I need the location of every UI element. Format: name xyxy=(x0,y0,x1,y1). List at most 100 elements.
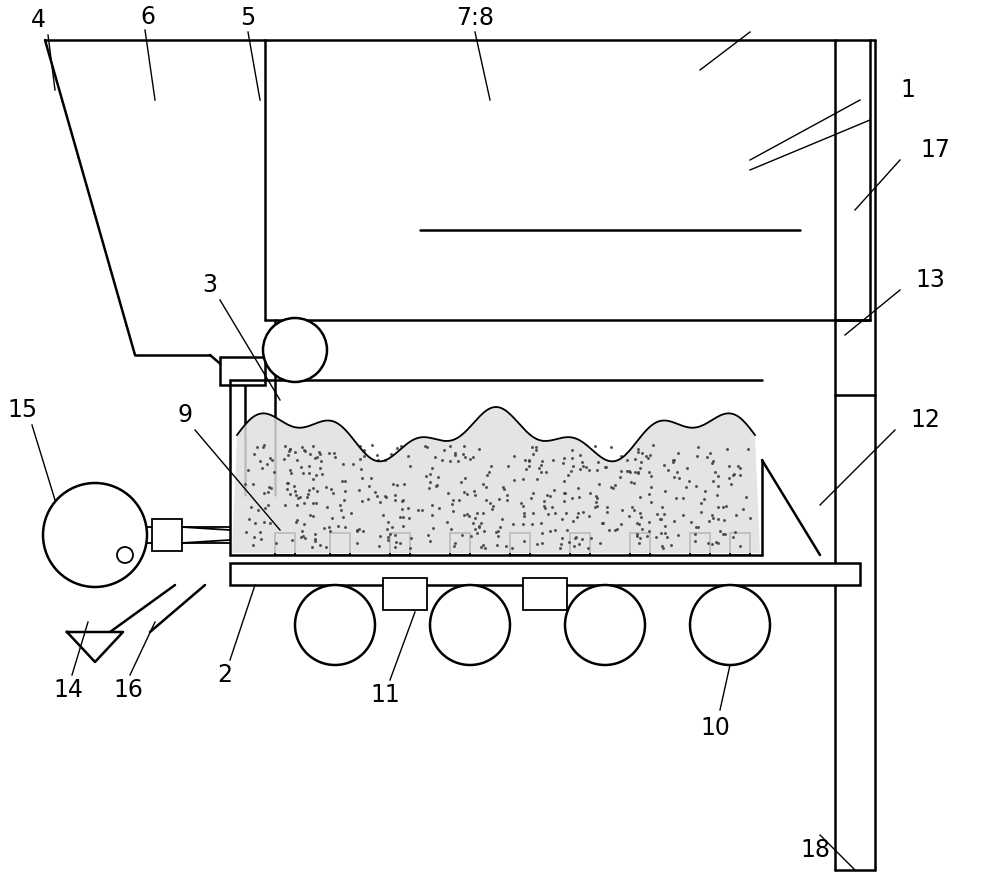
Point xyxy=(262,451,278,465)
Point xyxy=(245,477,261,491)
Point xyxy=(292,490,308,505)
Point xyxy=(456,439,472,453)
Text: 3: 3 xyxy=(203,273,218,297)
Bar xyxy=(152,519,182,551)
Point xyxy=(738,490,754,504)
Point xyxy=(574,532,590,546)
Point xyxy=(393,439,409,453)
Point xyxy=(245,538,261,552)
Point xyxy=(395,510,411,524)
Point xyxy=(583,530,599,545)
Point xyxy=(389,478,405,492)
Point xyxy=(336,492,352,506)
Point xyxy=(681,473,697,488)
Point xyxy=(534,536,550,550)
Point xyxy=(657,526,673,540)
Point xyxy=(675,507,691,522)
Point xyxy=(531,461,547,475)
Point xyxy=(453,475,469,490)
Point xyxy=(728,507,744,522)
Point xyxy=(561,535,577,549)
Point xyxy=(482,497,498,511)
Point xyxy=(732,539,748,554)
Point xyxy=(467,488,483,502)
Point xyxy=(704,537,720,551)
Point xyxy=(582,486,598,500)
Point xyxy=(288,515,304,530)
Point xyxy=(456,485,472,499)
Point xyxy=(352,452,368,466)
Point xyxy=(372,530,388,544)
Point xyxy=(643,480,659,494)
Point xyxy=(506,449,522,464)
Point xyxy=(631,517,647,531)
Text: 6: 6 xyxy=(141,5,156,29)
Point xyxy=(534,453,550,467)
Point xyxy=(457,449,473,464)
Point xyxy=(450,454,466,468)
Point xyxy=(388,535,404,549)
Point xyxy=(641,514,657,529)
Point xyxy=(525,486,541,500)
Bar xyxy=(390,533,410,555)
Point xyxy=(469,506,485,521)
Point xyxy=(300,487,316,501)
Point xyxy=(466,484,482,498)
Text: 10: 10 xyxy=(700,716,730,740)
Point xyxy=(402,540,418,554)
Point xyxy=(641,465,657,480)
Point xyxy=(687,527,703,541)
Point xyxy=(324,511,340,525)
Point xyxy=(282,441,298,456)
Point xyxy=(619,453,635,467)
Point xyxy=(540,506,556,521)
Point xyxy=(542,524,558,538)
Point xyxy=(455,447,471,461)
Point xyxy=(318,540,334,554)
Point xyxy=(553,537,569,551)
Point xyxy=(307,527,323,541)
Text: 11: 11 xyxy=(370,683,400,707)
Point xyxy=(571,538,587,552)
Point xyxy=(478,493,494,507)
Point xyxy=(422,533,438,547)
Point xyxy=(387,540,403,554)
Point xyxy=(429,478,445,492)
Polygon shape xyxy=(232,407,760,553)
Point xyxy=(656,507,672,522)
Point xyxy=(626,475,642,490)
Point xyxy=(598,460,614,474)
Point xyxy=(589,491,605,506)
Point xyxy=(631,537,647,551)
Point xyxy=(424,498,440,512)
Point xyxy=(367,485,383,499)
Bar xyxy=(690,533,710,555)
Point xyxy=(380,530,396,545)
Point xyxy=(710,536,726,550)
Point xyxy=(581,509,597,523)
Point xyxy=(568,530,584,545)
Text: 5: 5 xyxy=(240,6,256,30)
Text: 12: 12 xyxy=(910,408,940,432)
Point xyxy=(279,475,295,490)
Point xyxy=(456,508,472,522)
Point xyxy=(690,440,706,454)
Point xyxy=(295,465,311,480)
Point xyxy=(283,465,299,480)
Point xyxy=(479,467,495,481)
Circle shape xyxy=(295,585,375,665)
Circle shape xyxy=(117,547,133,563)
Text: 2: 2 xyxy=(218,663,233,687)
Point xyxy=(297,444,313,458)
Point xyxy=(605,481,621,495)
Point xyxy=(630,441,646,456)
Point xyxy=(430,470,446,484)
Point xyxy=(414,503,430,517)
Point xyxy=(591,477,607,491)
Point xyxy=(572,462,588,476)
Point xyxy=(349,523,365,538)
Point xyxy=(633,455,649,469)
Point xyxy=(302,447,318,461)
Point xyxy=(621,465,637,479)
Point xyxy=(528,440,544,454)
